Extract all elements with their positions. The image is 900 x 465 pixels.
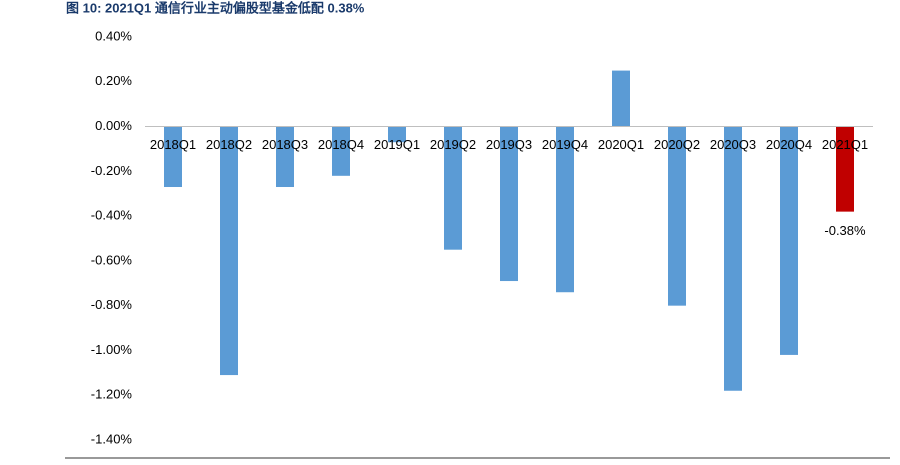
x-tick-label: 2019Q3: [486, 137, 532, 152]
bar: [444, 126, 462, 250]
y-tick-label: 0.00%: [95, 118, 132, 133]
bar: [500, 126, 518, 282]
bar: [556, 126, 574, 293]
bar: [836, 126, 854, 212]
y-tick-label: -0.80%: [91, 297, 133, 312]
x-tick-label: 2018Q2: [206, 137, 252, 152]
x-tick-label: 2020Q3: [710, 137, 756, 152]
data-label: -0.38%: [824, 223, 866, 238]
bar: [164, 126, 182, 188]
x-tick-label: 2020Q1: [598, 137, 644, 152]
y-tick-label: -1.20%: [91, 387, 133, 402]
x-tick-label: 2018Q3: [262, 137, 308, 152]
bar: [724, 126, 742, 391]
x-tick-label: 2018Q4: [318, 137, 364, 152]
bar: [276, 126, 294, 188]
bar: [332, 126, 350, 176]
x-tick-label: 2020Q4: [766, 137, 812, 152]
bar: [388, 126, 406, 143]
chart-title: 图 10: 2021Q1 通信行业主动偏股型基金低配 0.38%: [66, 0, 365, 15]
bar: [220, 126, 238, 376]
y-tick-label: -0.20%: [91, 163, 133, 178]
x-tick-label: 2019Q4: [542, 137, 588, 152]
bar: [668, 126, 686, 306]
y-tick-label: -0.40%: [91, 208, 133, 223]
x-tick-label: 2021Q1: [822, 137, 868, 152]
y-tick-label: 0.20%: [95, 73, 132, 88]
x-tick-label: 2018Q1: [150, 137, 196, 152]
y-tick-label: -1.00%: [91, 342, 133, 357]
y-tick-label: 0.40%: [95, 28, 132, 43]
y-tick-label: -1.40%: [91, 431, 133, 446]
bar: [612, 70, 630, 127]
x-tick-label: 2020Q2: [654, 137, 700, 152]
bar: [780, 126, 798, 355]
y-tick-label: -0.60%: [91, 252, 133, 267]
x-tick-label: 2019Q2: [430, 137, 476, 152]
x-tick-label: 2019Q1: [374, 137, 420, 152]
